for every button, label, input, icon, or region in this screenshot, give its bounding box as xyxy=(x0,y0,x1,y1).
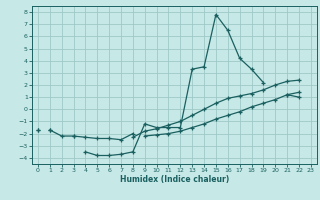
X-axis label: Humidex (Indice chaleur): Humidex (Indice chaleur) xyxy=(120,175,229,184)
